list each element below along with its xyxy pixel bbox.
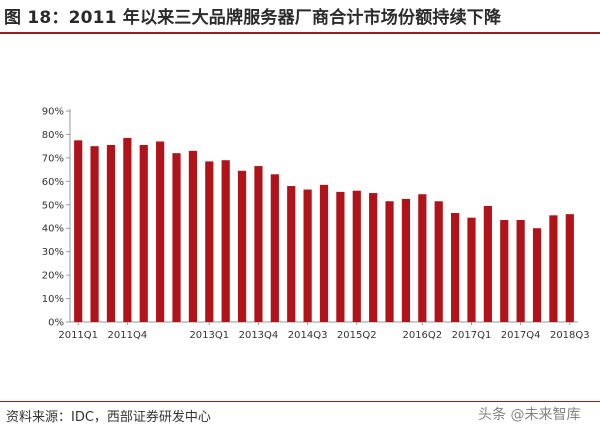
x-tick-label: 2011Q4 [108,330,148,341]
bar-2012Q4 [188,150,197,322]
y-tick-label: 40% [42,224,64,235]
source-note: 资料来源：IDC，西部证券研发中心 [6,410,211,425]
bar-2011Q2 [90,146,99,322]
x-tick-label: 2014Q3 [288,330,328,341]
bar-2017Q2 [483,205,492,322]
y-tick-label: 60% [42,177,64,188]
x-tick-label: 2018Q3 [550,330,590,341]
x-tick-label: 2016Q2 [402,330,442,341]
bar-2013Q1 [205,161,214,322]
x-tick-label: 2017Q1 [452,330,492,341]
y-tick-label: 0% [48,318,64,329]
bars [74,137,574,322]
bar-2014Q3 [303,189,312,322]
bar-2016Q2 [418,194,427,322]
x-tick-label: 2011Q1 [58,330,98,341]
y-tick-label: 50% [42,200,64,211]
x-tick-label: 2015Q2 [337,330,377,341]
bar-2018Q1 [532,228,542,322]
bar-2013Q4 [254,166,263,322]
tick-labels: 0% 10% 20% 30% 40% 50% 60% 70% 80% 90% 2011Q1 2011Q… [42,107,590,342]
bar-2013Q3 [237,170,247,322]
bar-2012Q1 [139,144,148,322]
y-tick-label: 20% [42,271,64,282]
x-tick-label: 2013Q4 [239,330,279,341]
bar-2014Q1 [270,174,279,322]
chart-title: 图 18：2011 年以来三大品牌服务器厂商合计市场份额持续下降 [4,8,502,28]
bar-2015Q2 [352,190,361,322]
y-tick-label: 90% [42,107,64,118]
footer-divider [0,401,600,402]
y-tick-label: 80% [42,130,64,141]
watermark: 头条 @未来智库 [478,407,581,423]
bar-2015Q3 [369,193,378,322]
bar-2016Q1 [401,198,411,322]
bar-2015Q4 [385,201,394,322]
bar-2018Q2 [549,215,558,322]
bar-2012Q2 [156,141,165,322]
bar-2015Q1 [336,191,345,322]
bar-2014Q4 [319,184,329,322]
bar-2011Q4 [123,137,132,322]
bar-2017Q4 [516,220,525,322]
bar-2013Q2 [221,160,230,322]
y-tick-label: 30% [42,247,64,258]
bar-2017Q1 [467,217,476,322]
x-tick-label: 2013Q1 [189,330,229,341]
bar-2016Q4 [451,212,460,322]
y-tick-label: 70% [42,153,64,164]
bar-2017Q3 [500,220,509,322]
bar-2018Q3 [565,214,574,322]
bar-2014Q2 [287,186,296,322]
y-tick-label: 10% [42,294,64,305]
x-tick-label: 2017Q4 [501,330,541,341]
bar-2012Q3 [172,153,181,322]
bar-2016Q3 [434,201,443,322]
bar-2011Q1 [74,140,83,322]
bar-2011Q3 [106,144,116,322]
title-bar: 图 18：2011 年以来三大品牌服务器厂商合计市场份额持续下降 [0,0,600,34]
